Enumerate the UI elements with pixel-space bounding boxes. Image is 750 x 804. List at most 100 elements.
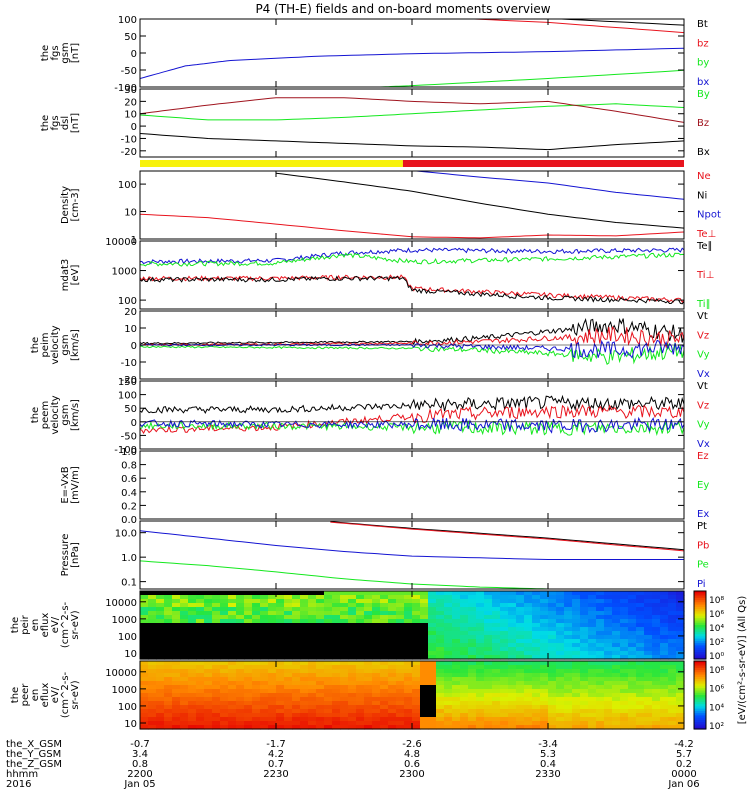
heatmap-cell [596,661,605,666]
colorbar-tick-label: 10⁸ [709,596,724,606]
heatmap-cell [412,685,421,690]
heatmap-cell [516,615,525,620]
heatmap-cell [508,705,517,710]
heatmap-cell [388,685,397,690]
heatmap-cell [492,647,501,652]
heatmap-cell [372,623,381,628]
xaxis-row-label: hhmm [6,769,38,780]
heatmap-cell [316,693,325,698]
heatmap-cell [532,619,541,624]
heatmap-cell [244,643,253,648]
heatmap-cell [180,721,189,726]
colorbar-frame [693,590,707,660]
heatmap-cell [204,717,213,722]
heatmap-cell [628,665,637,670]
heatmap-cell [636,717,645,722]
heatmap-cell [236,599,245,604]
heatmap-cell [380,697,389,702]
heatmap-cell [260,655,269,660]
heatmap-cell [484,717,493,722]
heatmap-cell [516,709,525,714]
heatmap-cell [348,591,357,596]
heatmap-cell [652,689,661,694]
heatmap-cell [156,705,165,710]
heatmap-cell [148,725,157,730]
heatmap-cell [620,595,629,600]
heatmap-cell [404,669,413,674]
heatmap-cell [516,689,525,694]
heatmap-cell [596,717,605,722]
heatmap-cell [652,673,661,678]
heatmap-cell [348,661,357,666]
heatmap-cell [236,603,245,608]
heatmap-cell [308,705,317,710]
heatmap-cell [668,693,677,698]
series-group [140,317,684,365]
heatmap-cell [404,677,413,682]
heatmap-cell [252,639,261,644]
ytick-label: 100 [118,632,137,643]
heatmap-cell [388,665,397,670]
heatmap-cell [156,721,165,726]
heatmap-cell [556,607,565,612]
heatmap-cell [180,693,189,698]
heatmap-cell [340,661,349,666]
heatmap-cell [460,631,469,636]
heatmap-cell [444,661,453,666]
heatmap-cell [620,615,629,620]
heatmap-cell [556,705,565,710]
heatmap-cell [332,705,341,710]
heatmap-cell [452,591,461,596]
heatmap-cell [500,673,509,678]
heatmap-cell [372,701,381,706]
heatmap-cell [516,643,525,648]
heatmap-cell [644,619,653,624]
heatmap-cell [452,701,461,706]
heatmap-cell [652,661,661,666]
heatmap-cell [220,685,229,690]
heatmap-cell [412,631,421,636]
heatmap-cell [588,607,597,612]
heatmap-cell [172,725,181,730]
heatmap-cell [220,709,229,714]
colorbar-frame [693,660,707,730]
heatmap-cell [316,635,325,640]
heatmap-cell [292,681,301,686]
heatmap-cell [276,709,285,714]
heatmap-cell [308,607,317,612]
heatmap-cell [492,685,501,690]
panel-frame [139,450,685,520]
heatmap-cell [668,725,677,730]
heatmap-cell [316,591,325,596]
heatmap-cell [172,681,181,686]
heatmap-cell [212,705,221,710]
heatmap-cell [308,591,317,596]
heatmap-cell [404,643,413,648]
heatmap-cell [428,615,437,620]
heatmap-cell [500,713,509,718]
heatmap-cell [292,647,301,652]
heatmap-cell [660,631,669,636]
heatmap-cell [308,713,317,718]
heatmap-cell [388,713,397,718]
heatmap-cell [572,647,581,652]
heatmap-cell [484,591,493,596]
heatmap-cell [236,651,245,656]
heatmap-cell [620,599,629,604]
heatmap-cell [612,701,621,706]
heatmap-cell [460,619,469,624]
heatmap-cell [244,689,253,694]
heatmap-cell [164,693,173,698]
heatmap-cell [228,611,237,616]
heatmap-cell [620,619,629,624]
heatmap-cell [284,655,293,660]
heatmap-cell [508,635,517,640]
heatmap-cell [156,603,165,608]
heatmap-cell [532,623,541,628]
heatmap-cell [388,725,397,730]
heatmap-cell [308,639,317,644]
heatmap-cell [644,725,653,730]
heatmap-cell [196,639,205,644]
heatmap-cell [156,693,165,698]
